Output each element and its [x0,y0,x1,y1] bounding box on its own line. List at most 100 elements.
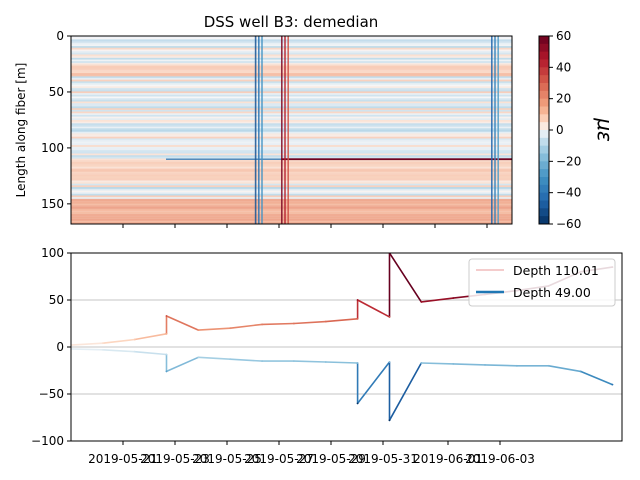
heatmap-event-column [497,36,499,224]
heatmap-row [71,178,512,181]
heatmap-row [71,81,512,84]
colorbar-tick-label: −60 [556,217,581,231]
colorbar-band [539,153,549,162]
heatmap-row [71,124,512,127]
series-depth-49-segment [197,356,231,361]
heatmap-y-tick-label: 0 [56,29,64,43]
colorbar-band [539,192,549,201]
heatmap-row [71,69,512,72]
heatmap-row [71,133,512,136]
heatmap-row [71,138,512,141]
heatmap-row [71,111,512,114]
series-depth-49-point [516,364,518,367]
heatmap-y-tick-label: 150 [41,197,64,211]
colorbar-band [539,75,549,84]
heatmap-row [71,67,512,70]
heatmap-row [71,37,512,40]
series-depth-49-segment [165,356,200,373]
series-depth-110-segment [165,315,200,331]
series-depth-49-segment [102,348,136,353]
series-depth-49-point [388,419,391,422]
heatmap-row [71,130,512,132]
chart-title: DSS well B3: demedian [204,13,379,31]
series-depth-110-point [197,329,200,331]
heatmap-row [71,166,512,169]
colorbar-band [539,145,549,154]
colorbar-tick-label: 0 [556,123,564,137]
series-depth-49-point [356,402,359,405]
line-y-ticks: 100 50 0 −50 −100 [31,246,71,448]
heatmap-row [71,71,512,74]
heatmap-row [71,118,512,121]
colorbar-band [539,177,549,186]
series-depth-49-point [420,362,423,364]
heatmap-row [71,59,512,62]
heatmap-row [71,61,512,64]
heatmap-row [71,109,512,112]
series-depth-49-point [229,358,232,361]
colorbar-band [539,67,549,76]
line-series [71,253,614,422]
series-depth-110-point [261,323,263,326]
series-depth-49-point [101,348,104,351]
series-depth-110-segment [261,322,295,326]
series-depth-49-point [165,353,168,356]
heatmap-row [71,103,512,106]
heatmap-row [71,222,512,224]
heatmap-row [71,195,512,198]
series-depth-110-segment [133,332,168,341]
colorbar-band [539,184,549,193]
heatmap-row [71,175,512,178]
line-y-tick-label: 0 [56,340,64,354]
line-y-tick-label: −100 [31,434,64,448]
heatmap-row [71,88,512,91]
colorbar-band [539,200,549,209]
series-depth-49-segment [71,348,104,351]
colorbar-tick-label: −40 [556,186,581,200]
colorbar-band [539,130,549,139]
heatmap-row [71,113,512,116]
heatmap-row [71,131,512,134]
heatmap-row [71,198,512,201]
heatmap-row [71,182,512,185]
heatmap-row [71,86,512,89]
heatmap-row [71,145,512,148]
heatmap-row [71,140,512,143]
series-depth-49-point [484,364,486,366]
heatmap-row [71,143,512,146]
heatmap-rows [71,36,512,224]
heatmap-panel: 0 50 100 150 Length along fiber [m] [14,29,513,228]
series-depth-49-segment [293,360,327,363]
series-depth-49-segment [229,358,263,362]
series-depth-49-point [452,363,455,365]
series-depth-110-segment [102,338,136,345]
heatmap-row [71,44,512,47]
heatmap-row [71,202,512,205]
heatmap-row [71,177,512,179]
heatmap-row [71,104,512,107]
heatmap-row [71,98,512,101]
heatmap-row [71,148,512,151]
heatmap-row [71,203,512,206]
heatmap-row [71,188,512,191]
heatmap-event-column [491,36,493,224]
legend: Depth 110.01 Depth 49.00 [468,258,616,307]
heatmap-strong-line [281,158,512,161]
colorbar-tick-label: 20 [556,92,571,106]
heatmap-row [71,205,512,208]
series-depth-110-segment [420,297,455,303]
heatmap-row [71,136,512,139]
colorbar-band [539,169,549,178]
legend-box [468,258,616,307]
colorbar-tick-label: 60 [556,29,571,43]
heatmap-row [71,89,512,92]
series-depth-110-point [356,299,359,301]
heatmap-row [71,200,512,203]
heatmap-row [71,94,512,97]
heatmap-row [71,123,512,126]
colorbar-band [539,43,549,52]
series-depth-49-segment [324,361,359,364]
heatmap-row [71,41,512,44]
heatmap-row [71,52,512,55]
